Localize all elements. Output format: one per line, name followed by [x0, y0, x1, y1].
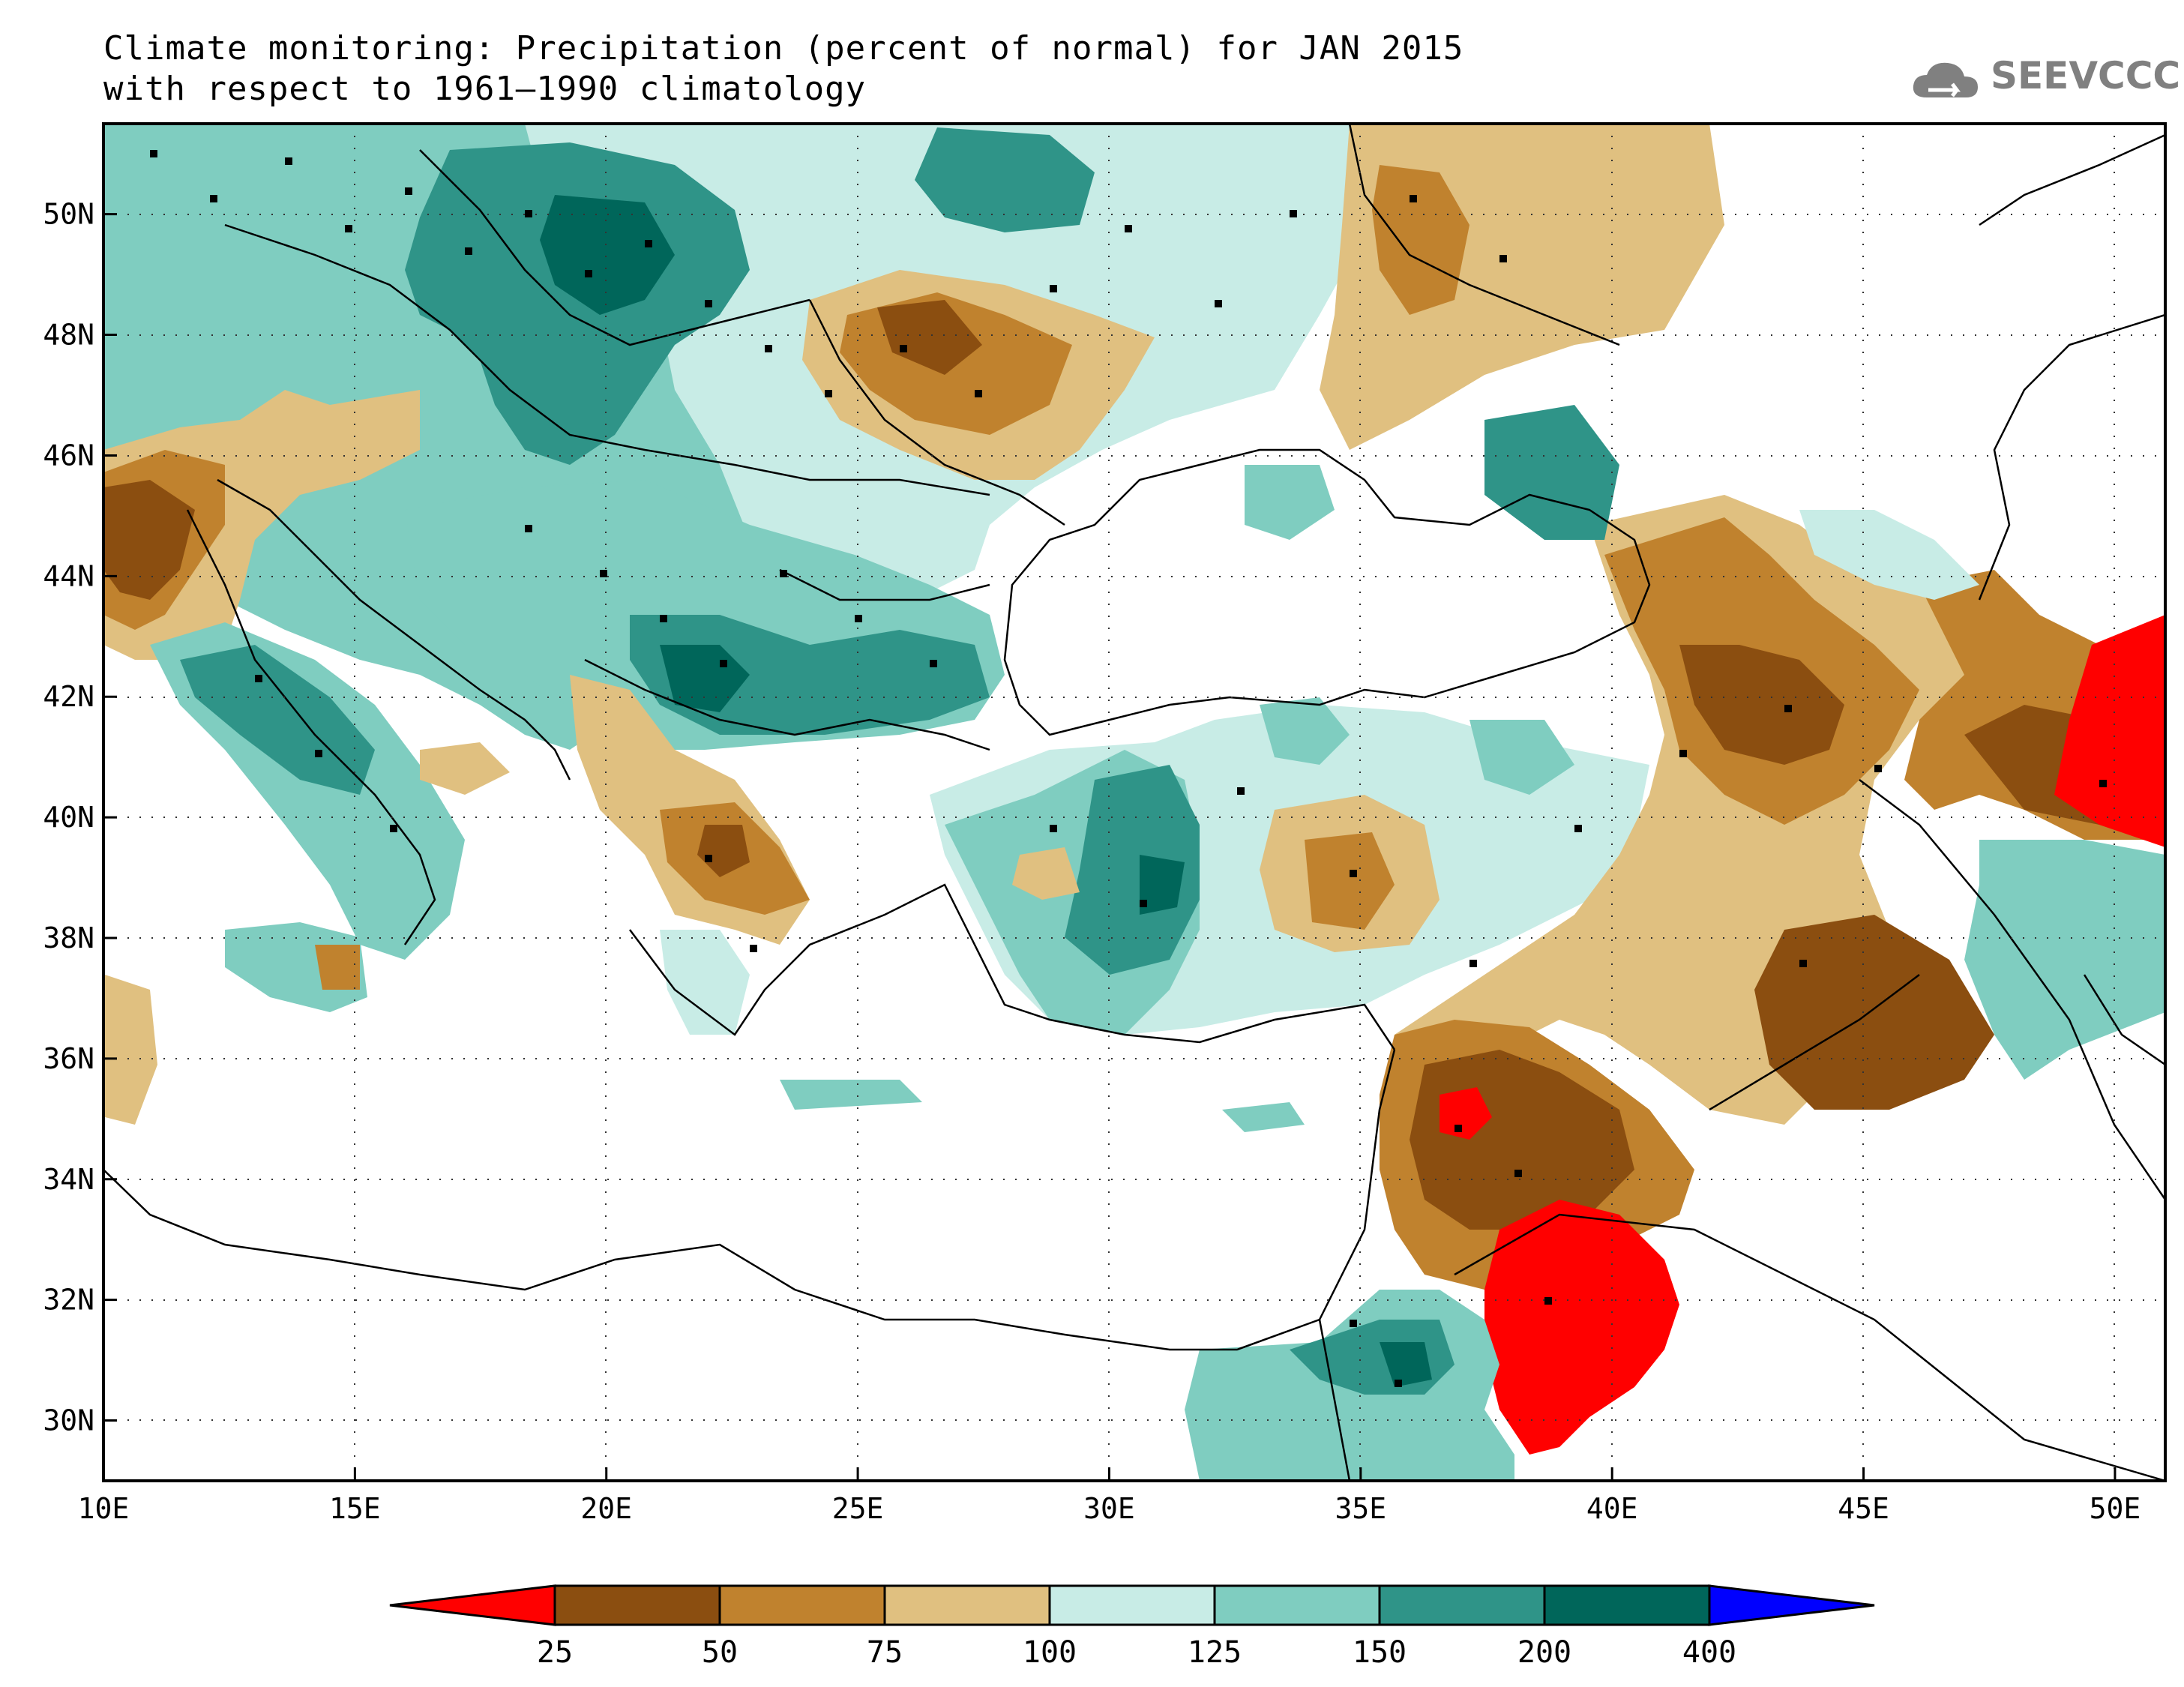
lat-tick-label: 36N [43, 1042, 94, 1075]
colorbar-label: 150 [1353, 1635, 1407, 1670]
lat-tick-label: 50N [43, 198, 94, 231]
lon-tick-label: 40E [1586, 1492, 1638, 1525]
lon-tick-label: 50E [2090, 1492, 2141, 1525]
lon-tick-label: 25E [832, 1492, 884, 1525]
colorbar-label: 50 [702, 1635, 738, 1670]
lat-tick-label: 48N [43, 319, 94, 352]
colorbar-high-arrow [1708, 1584, 1875, 1626]
plot-frame [102, 122, 2167, 1482]
lat-tick-label: 42N [43, 680, 94, 713]
colorbar-label: 75 [867, 1635, 903, 1670]
colorbar-segment [553, 1584, 721, 1626]
lat-tick-label: 40N [43, 801, 94, 834]
colorbar-segment [883, 1584, 1051, 1626]
colorbar-label: 125 [1188, 1635, 1242, 1670]
lat-tick-label: 38N [43, 921, 94, 954]
lon-tick-label: 35E [1335, 1492, 1387, 1525]
lon-tick-label: 20E [580, 1492, 632, 1525]
lat-tick-label: 46N [43, 439, 94, 472]
colorbar-label: 200 [1517, 1635, 1571, 1670]
lon-tick-label: 15E [329, 1492, 381, 1525]
colorbar-segment [1213, 1584, 1381, 1626]
longitude-ticks: 10E 15E 20E 25E 30E 35E 40E 45E 50E [78, 1467, 2141, 1525]
colorbar-label: 25 [537, 1635, 573, 1670]
cloud-logo-icon [1913, 62, 1978, 97]
coastlines [103, 124, 2165, 1481]
colorbar-label: 400 [1682, 1635, 1736, 1670]
title-line-2: with respect to 1961–1990 climatology [103, 70, 867, 108]
station-markers [150, 150, 2107, 1387]
title-line-1: Climate monitoring: Precipitation (perce… [103, 29, 1464, 67]
logo-text: SEEVCCC [1991, 54, 2181, 97]
colorbar-low-arrow [389, 1584, 556, 1626]
lat-tick-label: 30N [43, 1404, 94, 1437]
colorbar: 25 50 75 100 125 150 200 400 [389, 1584, 1875, 1670]
latitude-ticks: 50N 48N 46N 44N 42N 40N 38N 36N 34N 32N 30N [43, 198, 117, 1437]
colorbar-segment [1543, 1584, 1711, 1626]
lat-tick-label: 34N [43, 1163, 94, 1196]
lat-tick-label: 32N [43, 1284, 94, 1317]
precipitation-fields [103, 124, 2165, 1481]
colorbar-segment [1378, 1584, 1546, 1626]
colorbar-segment [718, 1584, 886, 1626]
lon-tick-label: 45E [1838, 1492, 1889, 1525]
colorbar-segment [1048, 1584, 1216, 1626]
colorbar-label: 100 [1023, 1635, 1077, 1670]
lon-tick-label: 10E [78, 1492, 130, 1525]
lon-tick-label: 30E [1083, 1492, 1135, 1525]
lat-tick-label: 44N [43, 559, 94, 592]
